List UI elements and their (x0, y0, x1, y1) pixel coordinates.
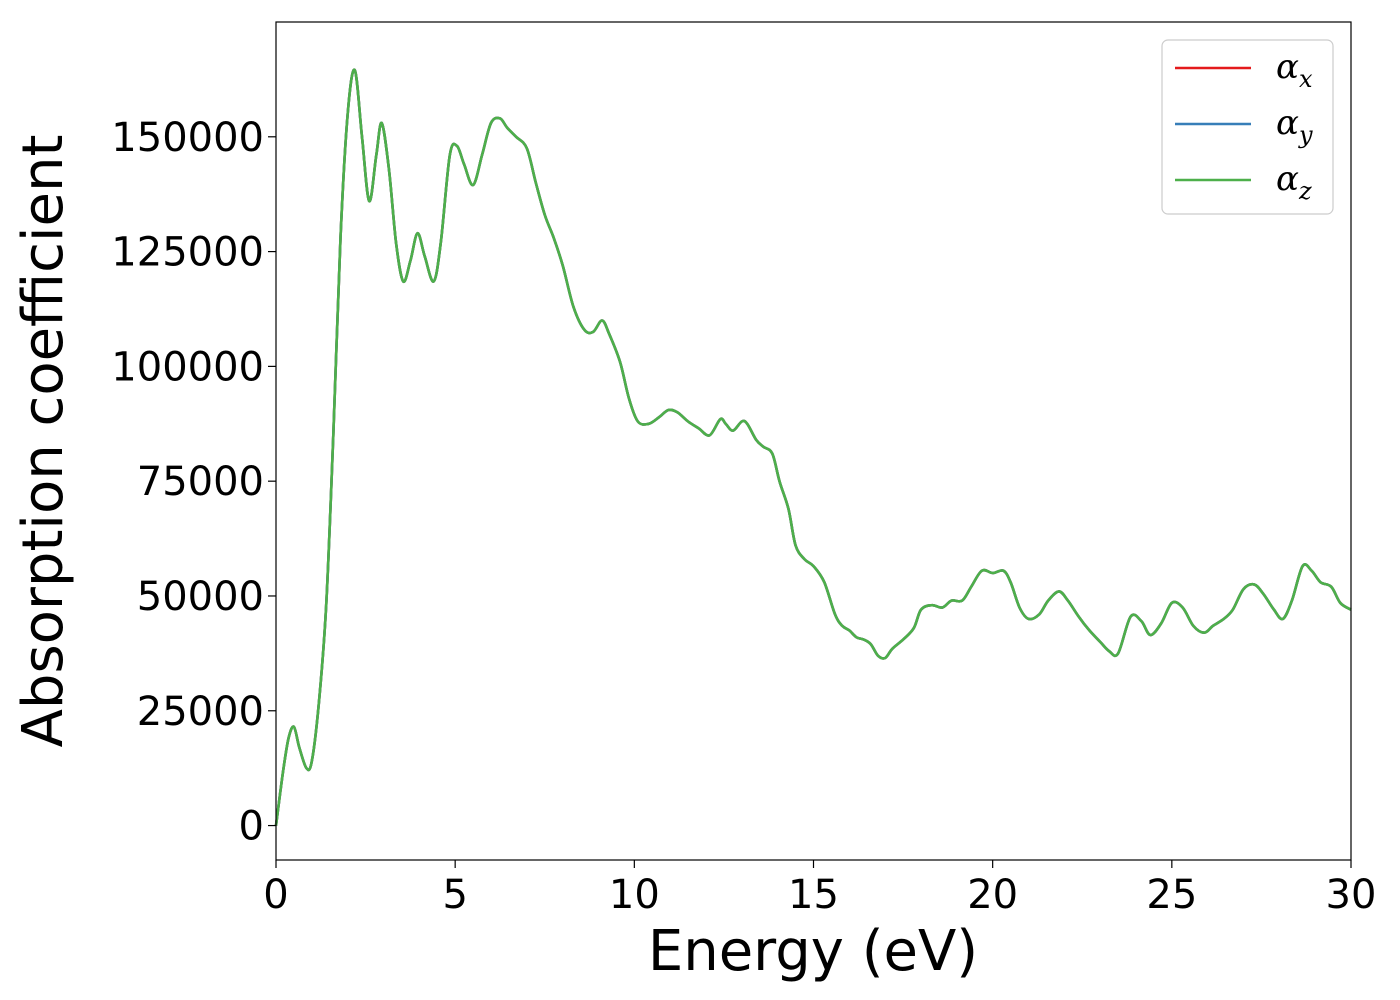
x-tick-label: 15 (788, 872, 839, 918)
x-tick-label: 0 (263, 872, 288, 918)
y-tick-label: 100000 (111, 344, 264, 390)
plot-lines (274, 68, 1352, 826)
y-tick-label: 125000 (111, 230, 264, 276)
y-axis-ticks: 0 25000 50000 75000 100000 125000 150000 (111, 115, 276, 850)
x-tick-label: 25 (1146, 872, 1197, 918)
x-tick-label: 20 (967, 872, 1018, 918)
x-axis-ticks: 0 5 10 15 20 25 30 (263, 860, 1376, 918)
y-tick-label: 50000 (137, 574, 264, 620)
y-axis-title: Absorption coefficient (11, 135, 76, 748)
x-tick-label: 30 (1326, 872, 1377, 918)
x-tick-label: 5 (442, 872, 467, 918)
legend-label-z: αz (1276, 159, 1312, 205)
legend-subscript: z (1298, 177, 1312, 205)
legend-subscript: y (1298, 121, 1313, 149)
y-tick-label: 0 (239, 804, 264, 850)
x-tick-label: 10 (609, 872, 660, 918)
legend-subscript: x (1299, 65, 1313, 93)
series-line-z (274, 68, 1352, 826)
x-axis-title: Energy (eV) (648, 919, 978, 984)
y-tick-label: 75000 (137, 459, 264, 505)
y-tick-label: 25000 (137, 689, 264, 735)
y-tick-label: 150000 (111, 115, 264, 161)
legend-box (1161, 39, 1334, 215)
